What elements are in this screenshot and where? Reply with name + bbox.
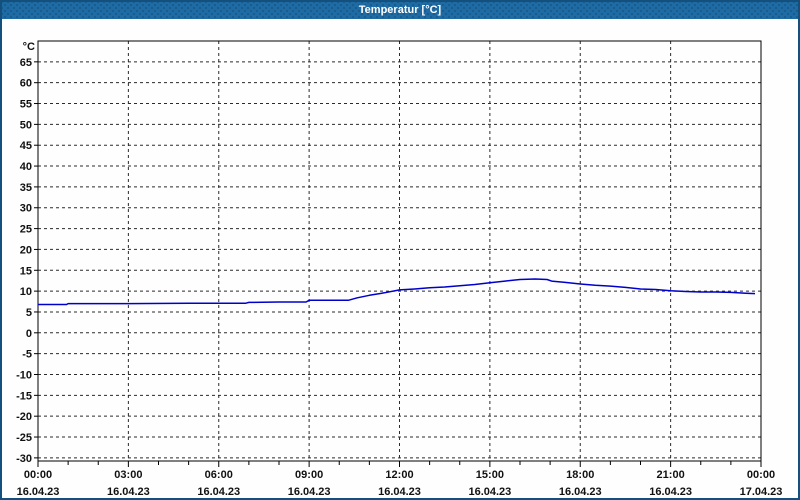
x-tick-time-label: 00:00 bbox=[24, 469, 52, 481]
x-tick-time-label: 12:00 bbox=[385, 469, 413, 481]
y-tick-label: 10 bbox=[20, 286, 32, 298]
x-tick-time-label: 03:00 bbox=[114, 469, 142, 481]
y-tick-label: 30 bbox=[20, 203, 32, 215]
x-tick-time-label: 06:00 bbox=[205, 469, 233, 481]
y-tick-label: 35 bbox=[20, 182, 32, 194]
x-tick-time-label: 18:00 bbox=[566, 469, 594, 481]
x-tick-time-label: 15:00 bbox=[476, 469, 504, 481]
y-tick-label: 45 bbox=[20, 140, 32, 152]
x-tick-date-label: 17.04.23 bbox=[740, 486, 783, 498]
x-tick-date-label: 16.04.23 bbox=[559, 486, 602, 498]
y-tick-label: 40 bbox=[20, 161, 32, 173]
y-tick-label: 50 bbox=[20, 119, 32, 131]
y-tick-label: 65 bbox=[20, 57, 32, 69]
x-tick-time-label: 00:00 bbox=[747, 469, 775, 481]
y-tick-label: -25 bbox=[16, 432, 32, 444]
temperature-series-line bbox=[38, 278, 756, 306]
y-tick-label: -5 bbox=[22, 349, 32, 361]
x-tick-date-label: 16.04.23 bbox=[468, 486, 511, 498]
y-tick-label: 55 bbox=[20, 99, 32, 111]
x-tick-date-label: 16.04.23 bbox=[107, 486, 150, 498]
y-tick-label: 5 bbox=[26, 307, 32, 319]
temperature-chart: 65605550454035302520151050-5-10-15-20-25… bbox=[2, 19, 798, 498]
x-tick-time-label: 09:00 bbox=[295, 469, 323, 481]
chart-container: 65 60 55 50 45 40 35 30 25 20 15 10 5 0 -5 -10 -15 -20 -25… bbox=[2, 19, 798, 498]
x-tick-date-label: 16.04.23 bbox=[288, 486, 331, 498]
y-tick-label: 25 bbox=[20, 224, 32, 236]
window-titlebar[interactable]: Temperatur [°C] bbox=[2, 2, 798, 19]
y-tick-label: 15 bbox=[20, 265, 32, 277]
x-tick-date-label: 16.04.23 bbox=[378, 486, 421, 498]
y-tick-label: -15 bbox=[16, 390, 32, 402]
y-tick-label: -20 bbox=[16, 411, 32, 423]
x-tick-date-label: 16.04.23 bbox=[17, 486, 60, 498]
window-title: Temperatur [°C] bbox=[358, 4, 442, 16]
x-tick-time-label: 21:00 bbox=[657, 469, 685, 481]
y-tick-label: -10 bbox=[16, 369, 32, 381]
plot-border bbox=[37, 40, 762, 462]
x-tick-date-label: 16.04.23 bbox=[649, 486, 692, 498]
y-tick-label: 0 bbox=[26, 328, 32, 340]
y-axis-unit-label: °C bbox=[23, 41, 35, 53]
y-tick-label: 60 bbox=[20, 78, 32, 90]
x-tick-date-label: 16.04.23 bbox=[197, 486, 240, 498]
y-tick-label: 20 bbox=[20, 244, 32, 256]
y-tick-label: -30 bbox=[16, 453, 32, 465]
